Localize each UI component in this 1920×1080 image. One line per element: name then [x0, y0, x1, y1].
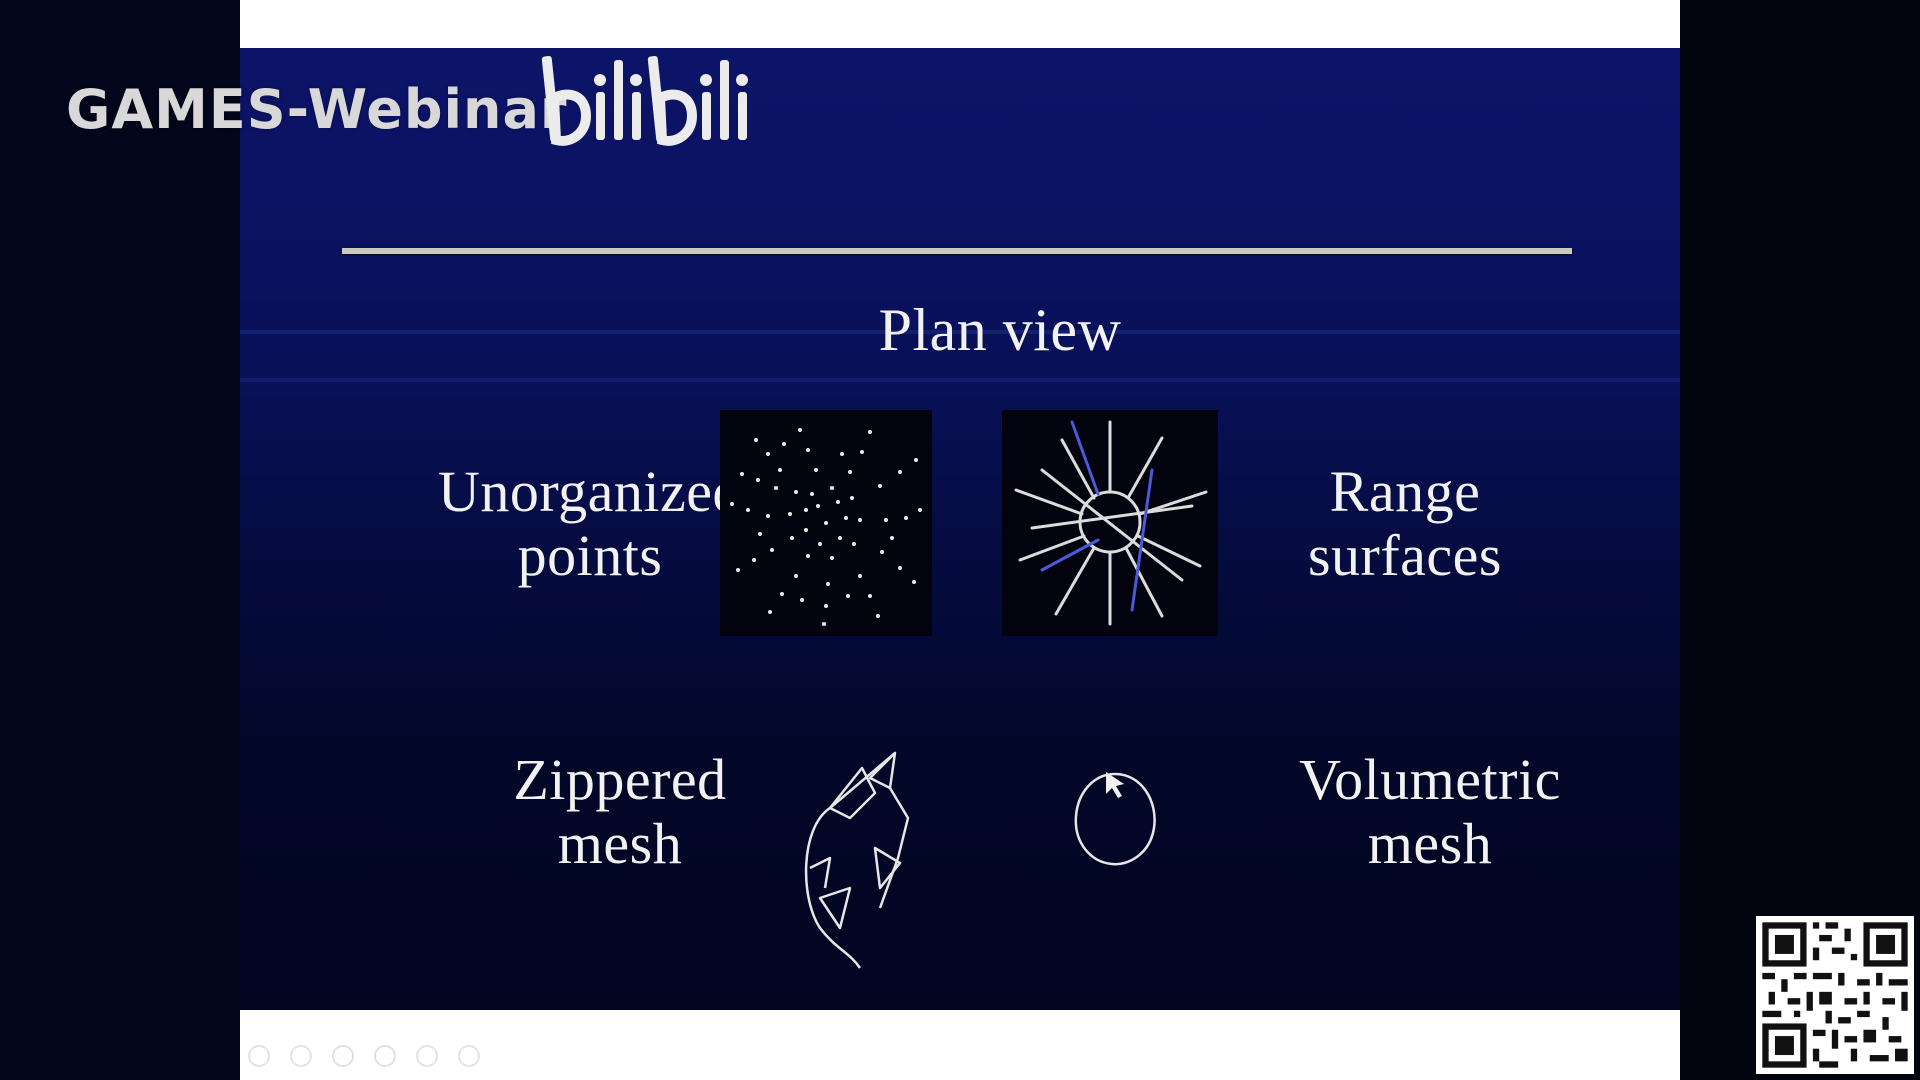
label-line: Range [1329, 459, 1481, 524]
top-white-strip [240, 0, 1680, 48]
presentation-toolbar [248, 1045, 480, 1071]
pen-icon[interactable] [332, 1045, 354, 1067]
label-line: Volumetric [1299, 747, 1561, 812]
label-line: mesh [557, 811, 683, 876]
right-border [1680, 0, 1920, 1080]
volumetric-mesh-figure [1074, 772, 1156, 866]
zippered-mesh-figure [804, 751, 910, 969]
label-zippered-mesh: Zippered mesh [380, 748, 860, 876]
range-surfaces-figure [1002, 410, 1218, 636]
unorganized-points-figure [720, 410, 932, 636]
title-rule [342, 248, 1572, 254]
label-line: mesh [1367, 811, 1493, 876]
zoom-icon[interactable] [416, 1045, 438, 1067]
scanline [240, 330, 1680, 334]
label-line: Zippered [513, 747, 727, 812]
qr-code-icon [1756, 916, 1914, 1074]
label-line: points [517, 523, 663, 588]
label-range-surfaces: Range surfaces [1220, 460, 1590, 588]
bilibili-logo [541, 56, 748, 146]
slide-title: Plan view [878, 297, 1122, 363]
slide-frame: Plan view Unorganized points Range surfa… [240, 48, 1680, 1010]
label-unorganized-points: Unorganized points [340, 460, 840, 588]
more-icon[interactable] [458, 1045, 480, 1067]
forward-icon[interactable] [290, 1045, 312, 1067]
label-volumetric-mesh: Volumetric mesh [1220, 748, 1640, 876]
bottom-white-strip [240, 1010, 1680, 1080]
scanline [240, 378, 1680, 382]
copy-icon[interactable] [374, 1045, 396, 1067]
left-border [0, 0, 240, 1080]
label-line: Unorganized [438, 459, 742, 524]
back-icon[interactable] [248, 1045, 270, 1067]
label-line: surfaces [1307, 523, 1502, 588]
channel-watermark: GAMES-Webinar [66, 78, 568, 141]
